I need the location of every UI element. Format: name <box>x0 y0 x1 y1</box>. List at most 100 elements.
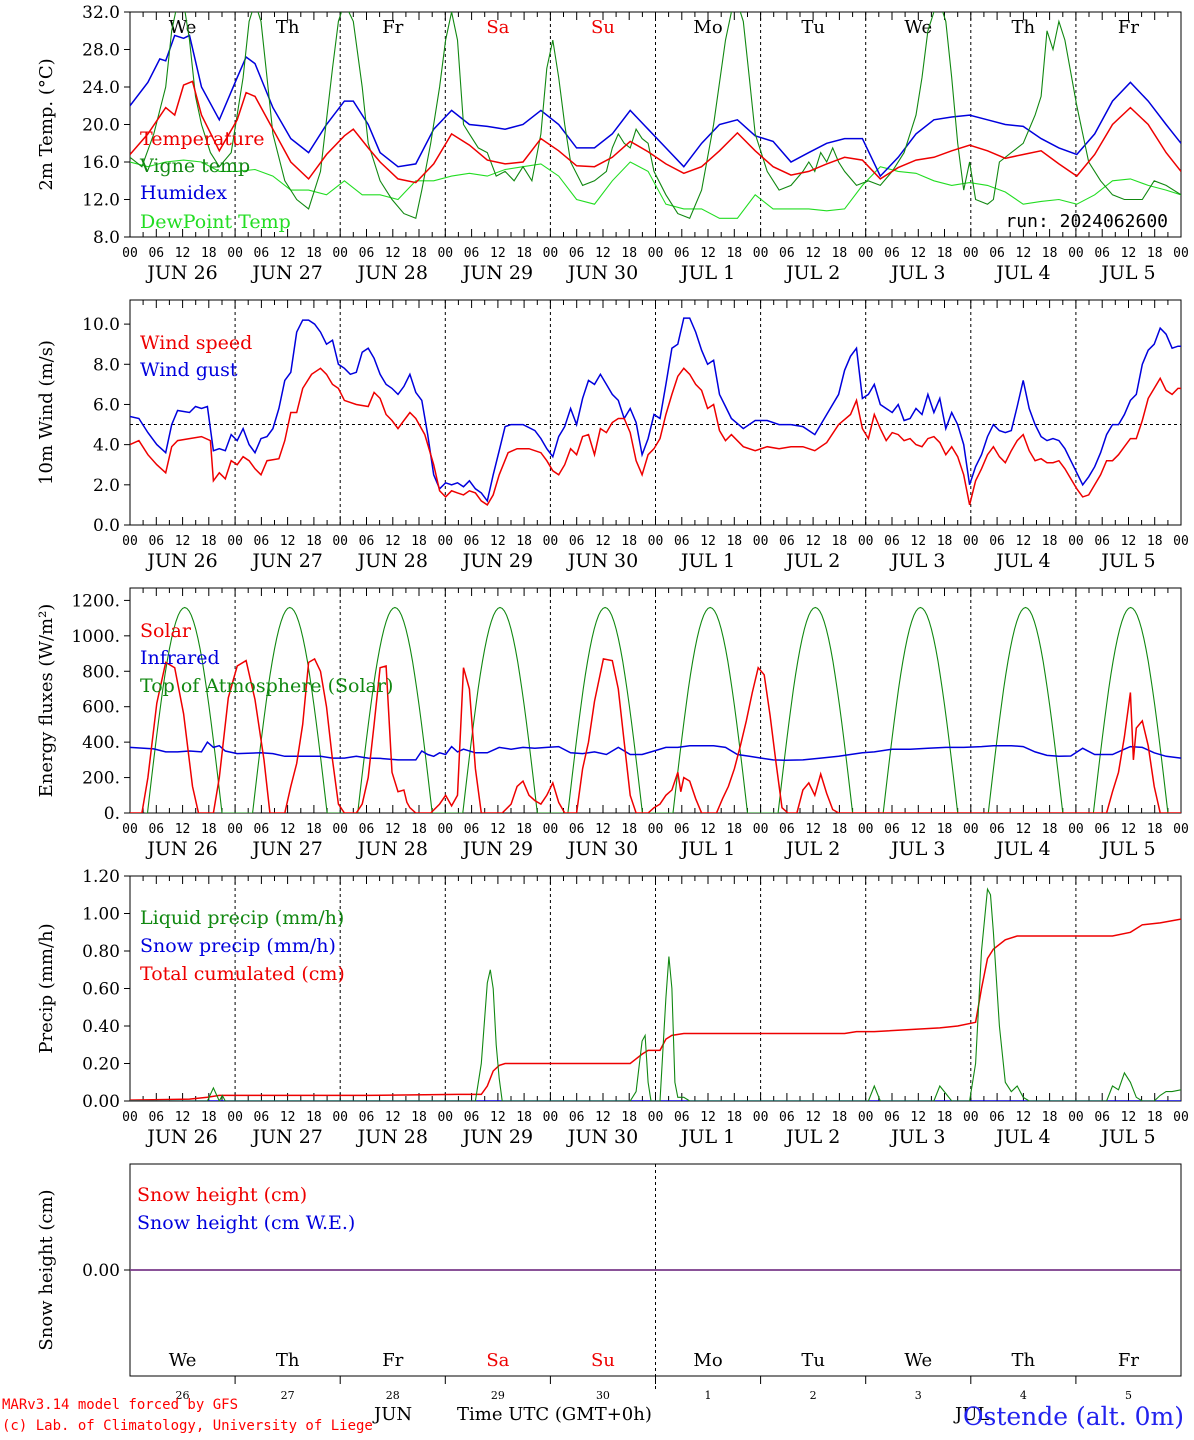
hour-tick-label: 12 <box>490 246 506 261</box>
hour-tick-label: 00 <box>753 822 769 837</box>
weekday-label: Sa <box>486 1350 509 1371</box>
hour-tick-label: 18 <box>1042 534 1058 549</box>
hour-tick-label: 18 <box>832 822 848 837</box>
hour-tick-label: 00 <box>332 1110 348 1125</box>
hour-tick-label: 18 <box>1042 822 1058 837</box>
model-credit: MARv3.14 model forced by GFS <box>2 1397 239 1413</box>
hour-tick-label: 18 <box>937 246 953 261</box>
panel-energy: 00 06 12 18 00 06 12 18 00 06 12 18 00 06 12 18 00 06 12 18… <box>36 587 1189 860</box>
hour-tick-label: 18 <box>411 246 427 261</box>
plot-frame <box>129 587 1182 814</box>
hour-tick-label: 18 <box>937 1110 953 1125</box>
hour-tick-label: 18 <box>411 534 427 549</box>
hour-tick-label: 06 <box>464 822 480 837</box>
hour-tick-label: 00 <box>753 534 769 549</box>
y-tick-label: 1200. <box>71 591 120 611</box>
y-tick-label: 8.0 <box>93 228 120 248</box>
hour-tick-label: 18 <box>1147 246 1163 261</box>
hour-tick-label: 06 <box>359 246 375 261</box>
hour-tick-label: 18 <box>1147 534 1163 549</box>
weekday-label: Su <box>591 1350 615 1371</box>
weekday-label: Tu <box>801 17 825 38</box>
hour-tick-label: 00 <box>543 246 559 261</box>
hour-tick-label: 18 <box>832 1110 848 1125</box>
y-tick-label: 4.0 <box>93 436 120 456</box>
hour-tick-label: 00 <box>858 246 874 261</box>
hour-tick-label: 00 <box>332 822 348 837</box>
y-tick-label: 600. <box>82 698 120 718</box>
hour-tick-label: 12 <box>490 822 506 837</box>
hour-tick-label: 06 <box>148 822 164 837</box>
hour-tick-label: 00 <box>122 822 138 837</box>
hour-tick-label: 12 <box>280 822 296 837</box>
day-number-label: 26 <box>176 1389 190 1402</box>
hour-tick-label: 00 <box>122 534 138 549</box>
date-label: JUL 3 <box>889 262 945 284</box>
date-label: JUN 26 <box>145 262 217 284</box>
hour-tick-label: 06 <box>989 822 1005 837</box>
hour-tick-label: 18 <box>201 534 217 549</box>
hour-tick-label: 18 <box>621 246 637 261</box>
series-line-liquid-precip-mm-h <box>130 887 1181 1101</box>
hour-tick-label: 12 <box>910 534 926 549</box>
hour-tick-label: 18 <box>832 534 848 549</box>
hour-tick-label: 00 <box>437 246 453 261</box>
hour-tick-label: 00 <box>1173 246 1189 261</box>
y-tick-label: 10.0 <box>82 315 120 335</box>
time-ticks <box>129 876 1182 1101</box>
hour-tick-label: 18 <box>201 1110 217 1125</box>
time-ticks <box>129 12 1182 237</box>
date-label: JUL 4 <box>994 838 1050 860</box>
hour-tick-label: 12 <box>385 822 401 837</box>
hour-tick-label: 00 <box>753 1110 769 1125</box>
hour-tick-label: 06 <box>1094 534 1110 549</box>
hour-tick-label: 00 <box>543 1110 559 1125</box>
hour-tick-label: 06 <box>674 1110 690 1125</box>
hour-tick-label: 00 <box>227 246 243 261</box>
hour-tick-label: 18 <box>1042 1110 1058 1125</box>
hour-tick-label: 00 <box>858 1110 874 1125</box>
hour-tick-label: 00 <box>437 822 453 837</box>
day-number-label: 28 <box>386 1389 400 1402</box>
hour-tick-label: 06 <box>359 822 375 837</box>
hour-tick-label: 06 <box>464 246 480 261</box>
date-label: JUL 5 <box>1099 1126 1155 1148</box>
legend-entry: Wind gust <box>140 359 238 381</box>
hour-tick-label: 12 <box>490 1110 506 1125</box>
hour-tick-label: 00 <box>1173 822 1189 837</box>
hour-tick-label: 12 <box>805 246 821 261</box>
hour-tick-label: 18 <box>726 1110 742 1125</box>
date-label: JUL 1 <box>679 262 735 284</box>
date-label: JUN 27 <box>250 838 322 860</box>
y-tick-label: 1.00 <box>82 905 120 925</box>
hour-tick-label: 12 <box>175 246 191 261</box>
station-label: Ostende (alt. 0m) <box>963 1402 1184 1431</box>
y-tick-label: 0.00 <box>82 1092 120 1112</box>
series-line-total-cumulated-cm <box>130 918 1181 1101</box>
hour-tick-label: 00 <box>122 1110 138 1125</box>
hour-tick-label: 06 <box>884 1110 900 1125</box>
hour-tick-label: 06 <box>1094 822 1110 837</box>
hour-tick-label: 06 <box>254 534 270 549</box>
weekday-label: Fr <box>382 1350 403 1371</box>
hour-tick-label: 18 <box>411 822 427 837</box>
hour-tick-label: 06 <box>779 534 795 549</box>
y-tick-label: 0.40 <box>82 1017 120 1037</box>
date-label: JUL 2 <box>784 262 840 284</box>
date-label: JUL 2 <box>784 1126 840 1148</box>
panel-wind: 00 06 12 18 00 06 12 18 00 06 12 18 00 06 12 18 00 06 12 18… <box>36 299 1189 572</box>
hour-tick-label: 12 <box>385 534 401 549</box>
hour-tick-label: 12 <box>910 822 926 837</box>
hour-tick-label: 06 <box>1094 246 1110 261</box>
hour-tick-label: 00 <box>1173 1110 1189 1125</box>
weekday-label: Tu <box>801 1350 825 1371</box>
hour-tick-label: 12 <box>910 1110 926 1125</box>
day-number-label: 2 <box>810 1389 817 1402</box>
series-line-wind-speed <box>130 367 1181 506</box>
date-label: JUN 26 <box>145 1126 217 1148</box>
axis-month-label: JUN <box>374 1404 413 1425</box>
hour-tick-label: 18 <box>621 1110 637 1125</box>
plot-frame <box>129 299 1182 526</box>
legend-entry: Snow height (cm) <box>137 1184 307 1206</box>
y-tick-label: 0.20 <box>82 1055 120 1075</box>
